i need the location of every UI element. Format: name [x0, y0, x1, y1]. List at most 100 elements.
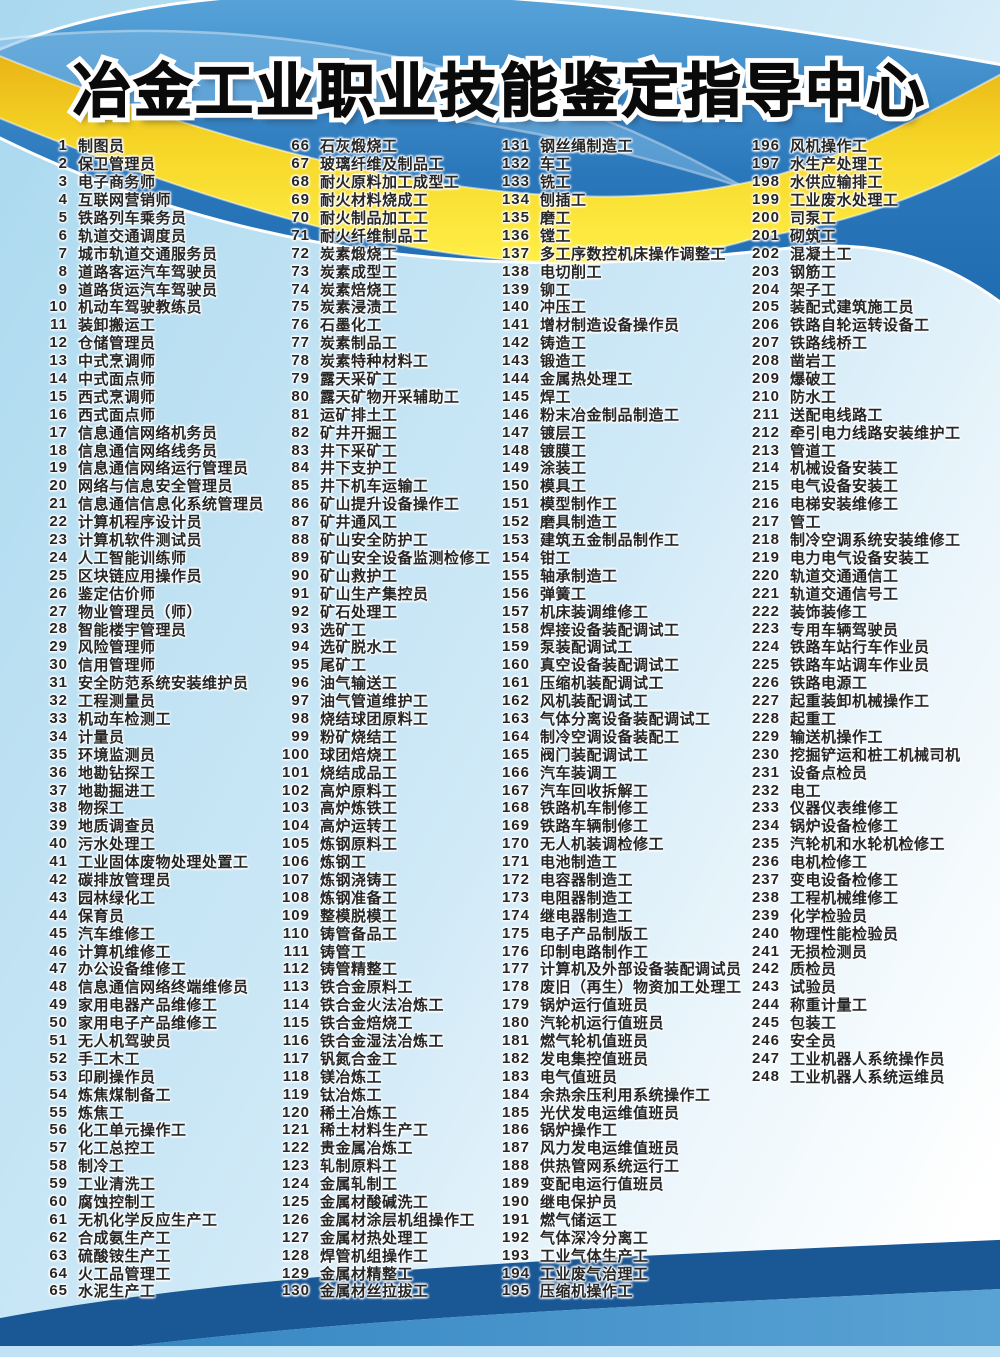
item-label: 钢丝绳制造工 [540, 138, 634, 156]
item-label: 地质调查员 [78, 818, 156, 836]
list-item: 239 化学检验员 [742, 906, 994, 925]
item-number: 64 [49, 1264, 68, 1282]
list-item: 20 网络与信息安全管理员 [30, 477, 266, 495]
list-item: 198 水供应输排工 [742, 173, 994, 191]
list-item: 216 电梯安装维修工 [742, 495, 994, 513]
item-number: 212 [751, 423, 780, 441]
item-label: 电力电气设备安装工 [790, 549, 930, 567]
item-label: 机械设备安装工 [790, 460, 899, 478]
list-item: 243 试验员 [742, 978, 994, 996]
item-number: 140 [501, 298, 530, 316]
list-item: 210 防水工 [742, 387, 994, 406]
item-label: 供热管网系统运行工 [540, 1158, 680, 1176]
list-item: 149 涂装工 [492, 459, 738, 477]
list-item: 195 压缩机操作工 [492, 1282, 738, 1300]
item-number: 109 [281, 906, 310, 924]
item-label: 矿山安全设备监测检修工 [320, 549, 491, 567]
list-item: 63 硫酸铵生产工 [30, 1246, 266, 1265]
item-number: 15 [49, 387, 68, 405]
list-item: 159 泵装配调试工 [492, 638, 738, 656]
list-item: 247 工业机器人系统操作员 [742, 1049, 994, 1068]
list-item: 73 炭素成型工 [272, 262, 488, 281]
list-item: 234 锅炉设备检修工 [742, 817, 994, 835]
item-label: 混凝土工 [790, 245, 853, 263]
item-number: 221 [751, 584, 780, 602]
item-number: 112 [282, 960, 310, 978]
item-label: 工业清洗工 [78, 1176, 156, 1194]
list-item: 244 称重计量工 [742, 996, 994, 1014]
item-label: 印制电路制作工 [540, 943, 649, 961]
list-item: 89 矿山安全设备监测检修工 [272, 548, 491, 567]
item-number: 175 [501, 924, 530, 942]
item-label: 风险管理师 [78, 639, 156, 657]
item-label: 铆工 [540, 281, 572, 299]
item-number: 32 [49, 692, 68, 710]
item-label: 石墨化工 [320, 317, 383, 335]
item-label: 手工木工 [78, 1050, 141, 1068]
list-item: 31 安全防范系统安装维护员 [30, 674, 266, 692]
list-item: 8 道路客运汽车驾驶员 [30, 262, 266, 281]
item-label: 烧结成品工 [320, 764, 398, 782]
item-number: 136 [501, 226, 530, 244]
item-label: 钢筋工 [790, 263, 837, 281]
item-label: 电气设备安装工 [790, 478, 899, 496]
item-label: 计算机程序设计员 [78, 514, 203, 532]
item-label: 无损检测员 [790, 943, 868, 961]
item-label: 制冷空调设备装配工 [540, 728, 680, 746]
item-number: 162 [501, 692, 530, 710]
item-number: 152 [501, 513, 530, 531]
item-label: 鉴定估价师 [78, 585, 156, 603]
list-item: 221 轨道交通信号工 [742, 584, 994, 603]
item-label: 整模脱模工 [320, 907, 398, 925]
item-label: 铁路线桥工 [790, 335, 868, 353]
list-item: 158 焊接设备装配调试工 [492, 620, 738, 638]
list-item: 218 制冷空调系统安装维修工 [742, 531, 994, 549]
list-item: 32 工程测量员 [30, 692, 266, 710]
list-item: 67 玻璃纤维及制品工 [272, 155, 488, 173]
item-number: 147 [501, 423, 530, 441]
item-label: 炭素煅烧工 [320, 245, 398, 263]
item-number: 91 [291, 584, 310, 602]
item-label: 真空设备装配调试工 [540, 657, 680, 675]
list-item: 50 家用电子产品维修工 [30, 1014, 266, 1032]
list-item: 231 设备点检员 [742, 763, 994, 782]
item-label: 家用电器产品维修工 [78, 997, 218, 1015]
item-number: 71 [291, 226, 310, 244]
item-label: 管道工 [790, 442, 837, 460]
item-label: 电子商务师 [78, 174, 156, 192]
item-label: 压缩机装配调试工 [540, 675, 665, 693]
item-number: 114 [282, 996, 310, 1014]
item-number: 107 [281, 870, 310, 888]
item-number: 243 [751, 978, 780, 996]
list-item: 156 弹簧工 [492, 584, 738, 603]
item-label: 司泵工 [790, 210, 837, 228]
item-number: 236 [751, 853, 780, 871]
item-number: 202 [751, 244, 780, 262]
list-item: 165 阀门装配调试工 [492, 745, 738, 764]
list-item: 5 铁路列车乘务员 [30, 209, 266, 227]
item-number: 171 [501, 853, 530, 871]
item-number: 126 [281, 1210, 310, 1228]
item-label: 稀土材料生产工 [320, 1122, 429, 1140]
item-label: 化工总控工 [78, 1140, 156, 1158]
item-number: 19 [49, 459, 68, 477]
item-label: 西式烹调师 [78, 388, 156, 406]
list-item: 74 炭素焙烧工 [272, 280, 488, 299]
item-label: 家用电子产品维修工 [78, 1015, 218, 1033]
item-number: 105 [281, 835, 310, 853]
item-label: 矿井开掘工 [320, 424, 398, 442]
item-number: 87 [291, 513, 310, 531]
list-item: 97 油气管道维护工 [272, 692, 488, 710]
item-label: 球团焙烧工 [320, 746, 398, 764]
item-label: 金属材热处理工 [320, 1229, 429, 1247]
item-number: 98 [291, 709, 310, 727]
item-label: 焊接设备装配调试工 [540, 621, 680, 639]
list-item: 42 碳排放管理员 [30, 871, 266, 889]
list-item: 133 铣工 [492, 173, 738, 191]
item-number: 2 [58, 155, 68, 173]
item-label: 信息通信网络机务员 [78, 424, 218, 442]
item-label: 运矿排土工 [320, 406, 398, 424]
item-number: 188 [501, 1157, 530, 1175]
list-item: 117 钒氮合金工 [272, 1049, 488, 1068]
item-label: 泵装配调试工 [540, 639, 634, 657]
